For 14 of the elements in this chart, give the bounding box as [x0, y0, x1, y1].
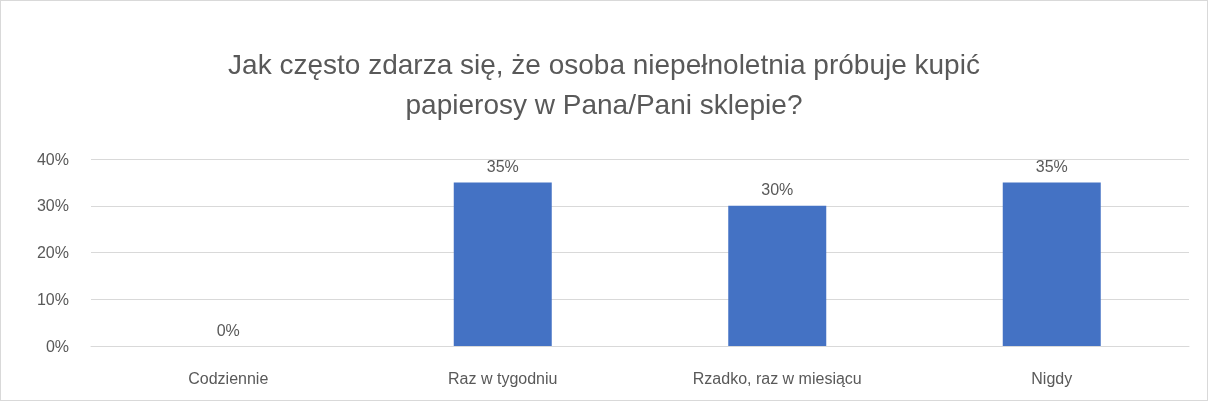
y-tick-label: 10% — [36, 290, 69, 308]
data-label: 30% — [761, 181, 794, 199]
x-tick-label: Rzadko, raz w miesiącu — [692, 369, 862, 387]
y-tick-label: 40% — [36, 150, 69, 168]
data-label: 35% — [486, 157, 519, 175]
x-tick-label: Raz w tygodniu — [448, 369, 558, 387]
chart-title: Jak często zdarza się, że osoba niepełnoletnia próbuje kupić papierosy w Pana/Pani sklepie? — [228, 48, 980, 120]
x-tick-label: Nigdy — [1031, 369, 1073, 387]
y-tick-label: 0% — [45, 337, 69, 355]
y-tick-label: 30% — [36, 197, 69, 215]
data-label: 35% — [1035, 157, 1068, 175]
x-tick-label: Codziennie — [188, 369, 269, 387]
y-tick-label: 20% — [36, 244, 69, 261]
data-label: 0% — [216, 321, 240, 339]
